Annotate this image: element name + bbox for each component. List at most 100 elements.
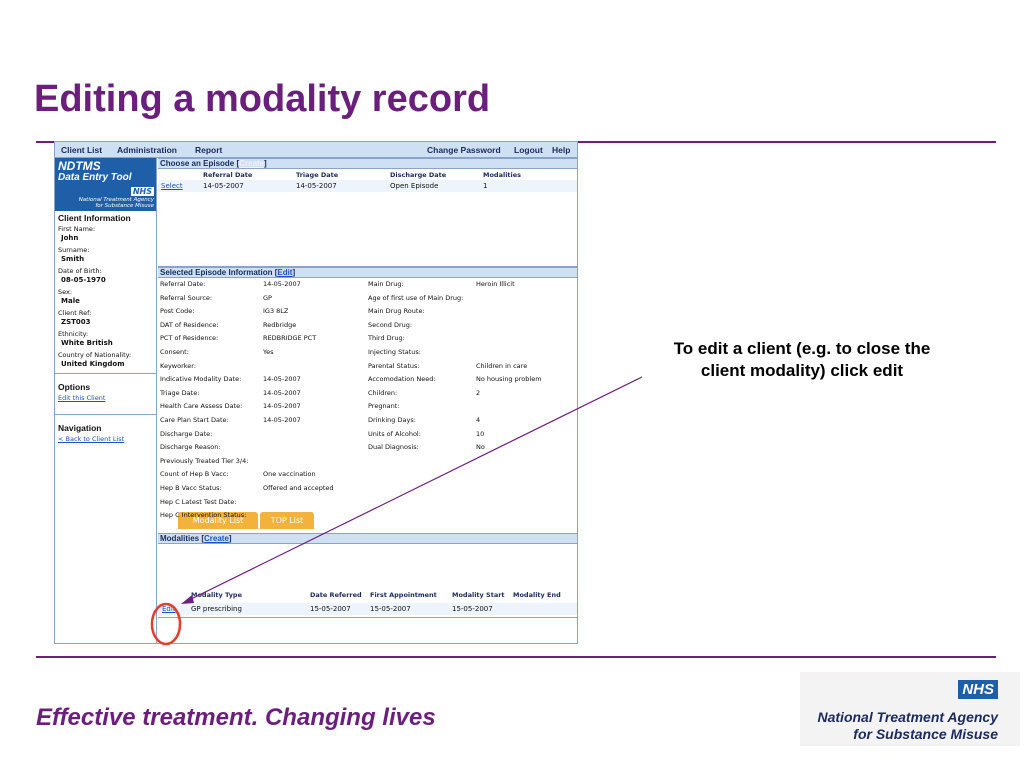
detail-label: Referral Source: [160,293,213,302]
detail-value: Yes [263,348,274,356]
nta-logo: NHS National Treatment Agency for Substa… [800,672,1020,746]
episode-row: Select 14-05-2007 14-05-2007 Open Episod… [158,180,577,192]
select-episode-link[interactable]: Select [161,182,183,190]
detail-label: Dual Diagnosis: [368,443,419,452]
selected-episode-header: Selected Episode Information [Edit] [158,267,577,278]
detail-label: Health Care Assess Date: [160,402,243,411]
menu-client-list[interactable]: Client List [61,145,103,155]
navigation-heading: Navigation [58,423,102,433]
detail-value: 14-05-2007 [263,416,301,424]
detail-value: 10 [476,429,485,438]
selected-episode-heading: Selected Episode Information [160,268,273,277]
modalities-table-header: Modality Type Date Referred First Appoin… [158,589,577,600]
menu-report[interactable]: Report [195,145,223,155]
col-modality-type: Modality Type [191,591,242,599]
modality-start: 15-05-2007 [452,605,493,613]
episode-create-link[interactable]: Create [239,159,265,168]
detail-label: Referral Date: [160,280,206,288]
sex-label: Sex: [58,288,73,296]
episode-details: Modality List TOP List Referral Date: 14-… [158,278,577,533]
slide-title: Editing a modality record [34,78,491,120]
modality-create-link[interactable]: Create [204,534,229,543]
menu-logout[interactable]: Logout [514,145,543,155]
detail-label: Second Drug: [368,320,413,329]
col-date-referred: Date Referred [310,591,362,599]
episode-referral: 14-05-2007 [203,182,244,190]
detail-value: Children in care [476,361,528,370]
brand-title: NDTMS [58,159,101,173]
menu-help[interactable]: Help [552,145,571,155]
first-name-value: John [61,234,79,242]
modality-referred: 15-05-2007 [310,605,351,613]
col-discharge-date: Discharge Date [390,171,447,179]
menu-change-password[interactable]: Change Password [427,145,501,155]
detail-label: Care Plan Start Date: [160,416,229,424]
nta-name-line1: National Treatment Agency [817,709,999,725]
modality-row: Edit GP prescribing 15-05-2007 15-05-200… [158,603,577,615]
menu-administration[interactable]: Administration [117,145,177,155]
detail-label: DAT of Residence: [160,320,219,329]
detail-label: Hep C Intervention Status: [160,511,247,520]
nta-logo-small: National Treatment Agency for Substance … [79,197,154,209]
modalities-header: Modalities [Create] [158,533,577,544]
detail-value: 14-05-2007 [263,388,301,397]
col-modalities: Modalities [483,171,522,179]
detail-value: Offered and accepted [263,484,334,492]
episode-table: Referral Date Triage Date Discharge Date… [158,169,577,267]
app-window: Client List Administration Report Change… [54,141,578,644]
detail-label: Hep C Latest Test Date: [160,497,237,506]
nhs-badge: NHS [958,680,998,699]
detail-label: Hep B Vacc Status: [160,484,222,492]
detail-label: Discharge Reason: [160,443,221,452]
client-ref-label: Client Ref: [58,309,92,317]
modalities-heading: Modalities [160,534,200,543]
detail-label: PCT of Residence: [160,334,219,343]
col-modality-end: Modality End [513,591,561,599]
dob-label: Date of Birth: [58,267,102,275]
col-referral-date: Referral Date [203,171,253,179]
detail-label: Third Drug: [368,334,405,343]
detail-label: Children: [368,388,398,397]
detail-label: Drinking Days: [368,416,416,424]
detail-label: Accomodation Need: [368,375,436,384]
main-content: Choose an Episode [Create] Referral Date… [158,158,577,618]
detail-label: Age of first use of Main Drug: [368,293,464,302]
app-brand: NDTMS Data Entry Tool NHS National Treat… [55,158,156,211]
modalities-table: Modality Type Date Referred First Appoin… [158,544,577,618]
brand-subtitle: Data Entry Tool [58,172,132,183]
detail-value: One vaccination [263,470,316,479]
detail-value: 14-05-2007 [263,375,301,384]
detail-value: IG3 8LZ [263,307,289,316]
detail-value: 14-05-2007 [263,280,301,288]
detail-value: GP [263,293,272,302]
ethnicity-value: White British [61,339,113,347]
tab-top-list[interactable]: TOP List [260,512,314,529]
modality-edit-link[interactable]: Edit [162,605,176,613]
col-triage-date: Triage Date [296,171,339,179]
surname-label: Surname: [58,246,90,254]
nhs-logo: NHS [130,187,154,196]
episode-modalities: 1 [483,182,488,190]
detail-value: 14-05-2007 [263,402,301,411]
detail-label: Count of Hep B Vacc: [160,470,229,479]
episode-discharge: Open Episode [390,182,439,190]
edit-client-link[interactable]: Edit this Client [58,394,106,402]
first-name-label: First Name: [58,225,96,233]
back-to-client-list-link[interactable]: < Back to Client List [58,435,125,443]
detail-label: Main Drug Route: [368,307,425,316]
detail-label: Parental Status: [368,361,420,370]
client-info-heading: Client Information [58,213,131,223]
nta-line1: National Treatment Agency [78,197,154,203]
detail-label: Indicative Modality Date: [160,375,242,384]
detail-label: Discharge Date: [160,429,213,438]
modality-type: GP prescribing [191,605,242,613]
menu-bar: Client List Administration Report Change… [55,142,577,158]
selected-episode-edit-link[interactable]: Edit [277,268,293,277]
surname-value: Smith [61,255,85,263]
nationality-label: Country of Nationality: [58,351,132,359]
detail-label: Previously Treated Tier 3/4: [160,456,249,465]
episode-heading: Choose an Episode [160,159,235,168]
detail-label: Main Drug: [368,280,404,288]
detail-value: REDBRIDGE PCT [263,334,317,343]
detail-value: 4 [476,416,481,424]
